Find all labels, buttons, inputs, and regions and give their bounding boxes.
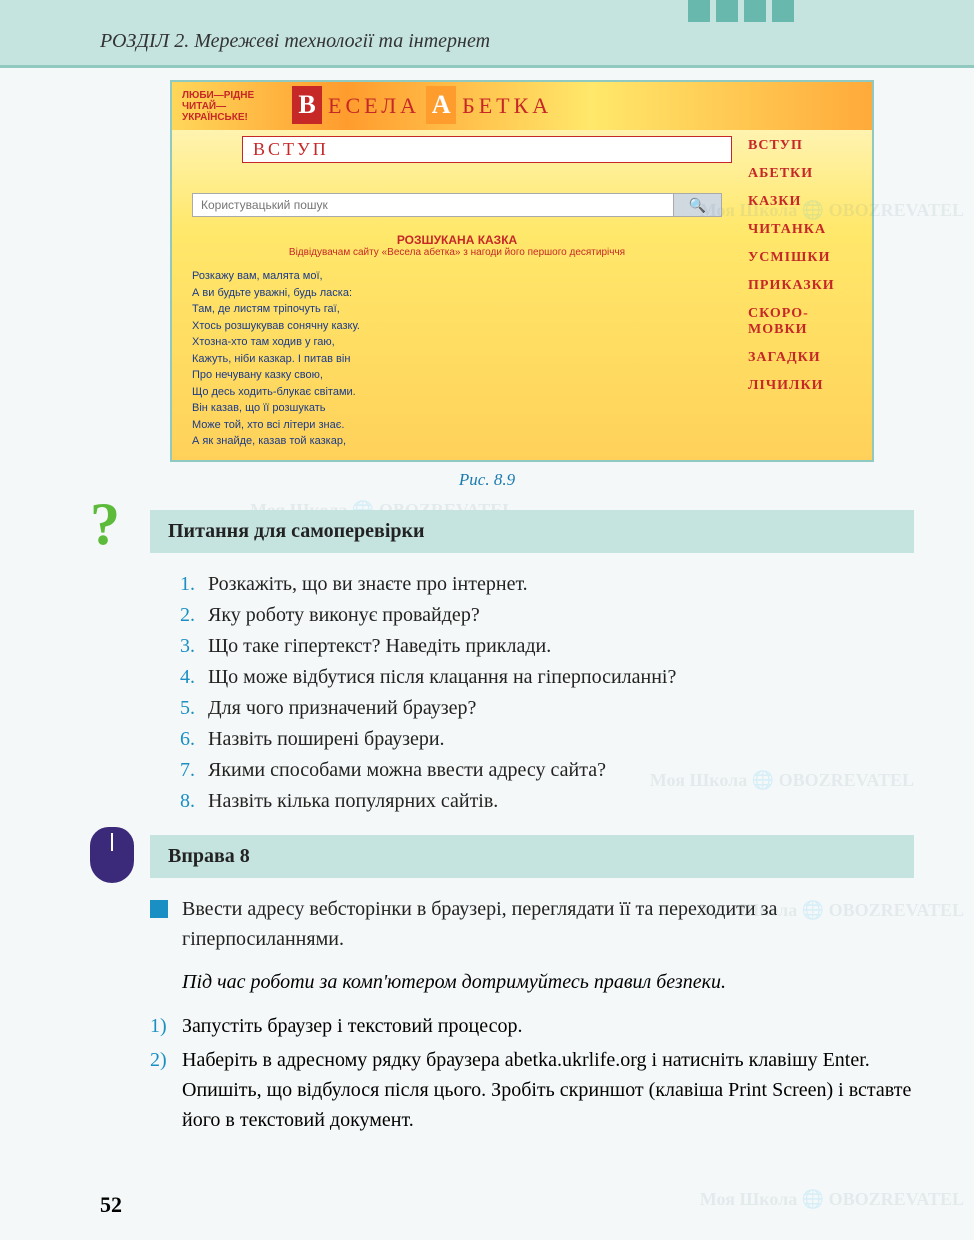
- question-item: 1.Розкажіть, що ви знаєте про інтернет.: [180, 569, 914, 600]
- poem-line: Може той, хто всі літери знає.: [192, 417, 732, 434]
- poem-line: Про нечувану казку свою,: [192, 367, 732, 384]
- search-box: 🔍: [192, 193, 722, 217]
- sidebar-link[interactable]: ПРИКАЗКИ: [748, 278, 866, 294]
- exercise-section: Вправа 8 Ввести адресу вебсторінки в бра…: [150, 835, 914, 1135]
- question-number: 2.: [180, 600, 208, 631]
- question-mark-icon: ?: [90, 490, 120, 559]
- question-item: 6.Назвіть поширені браузери.: [180, 724, 914, 755]
- question-text: Для чого призначений браузер?: [208, 693, 476, 724]
- question-text: Що таке гіпертекст? Наведіть приклади.: [208, 631, 551, 662]
- safety-note: Під час роботи за комп'ютером дотримуйте…: [150, 968, 914, 997]
- screenshot-sidebar: ВСТУП АБЕТКИ КАЗКИ ЧИТАНКА УСМІШКИ ПРИКАЗКИ СК…: [742, 130, 872, 460]
- story-title: РОЗШУКАНА КАЗКА: [182, 233, 732, 247]
- question-text: Назвіть кілька популярних сайтів.: [208, 786, 498, 817]
- story-subtitle: Відвідувачам сайту «Весела абетка» з наг…: [182, 247, 732, 258]
- poem-text: Розкажу вам, малята мої,А ви будьте уваж…: [182, 268, 732, 450]
- question-text: Розкажіть, що ви знаєте про інтернет.: [208, 569, 528, 600]
- question-text: Що може відбутися після клацання на гіпе…: [208, 662, 676, 693]
- question-number: 1.: [180, 569, 208, 600]
- poem-line: Що десь ходить-блукає світами.: [192, 384, 732, 401]
- question-text: Якими способами можна ввести адресу сайт…: [208, 755, 606, 786]
- chapter-title: РОЗДІЛ 2. Мережеві технології та інтерне…: [100, 30, 490, 52]
- step-item: 2)Наберіть в адресному рядку браузера ab…: [150, 1045, 914, 1135]
- question-number: 7.: [180, 755, 208, 786]
- question-item: 8.Назвіть кілька популярних сайтів.: [180, 786, 914, 817]
- question-number: 6.: [180, 724, 208, 755]
- screenshot-banner: ЛЮБИ—РІДНЕ ЧИТАЙ— УКРАЇНСЬКЕ! В ЕСЕЛА А …: [172, 82, 872, 130]
- question-number: 3.: [180, 631, 208, 662]
- sidebar-link[interactable]: ЗАГАДКИ: [748, 350, 866, 366]
- question-item: 2.Яку роботу виконує провайдер?: [180, 600, 914, 631]
- question-number: 4.: [180, 662, 208, 693]
- poem-line: А ви будьте уважні, будь ласка:: [192, 285, 732, 302]
- step-number: 2): [150, 1045, 182, 1135]
- banner-slogan: ЛЮБИ—РІДНЕ ЧИТАЙ— УКРАЇНСЬКЕ!: [182, 90, 254, 123]
- poem-line: Кажуть, ніби казкар. І питав він: [192, 351, 732, 368]
- sidebar-link[interactable]: ВСТУП: [748, 138, 866, 154]
- page-heading: ВСТУП: [242, 136, 732, 163]
- poem-line: А як знайде, казав той казкар,: [192, 433, 732, 450]
- figure-caption: Рис. 8.9: [0, 470, 974, 490]
- questions-title: Питання для самоперевірки: [150, 510, 914, 553]
- chapter-header: РОЗДІЛ 2. Мережеві технології та інтерне…: [0, 0, 974, 68]
- sidebar-link[interactable]: УСМІШКИ: [748, 250, 866, 266]
- step-text: Запустіть браузер і текстовий процесор.: [182, 1011, 522, 1041]
- sidebar-link[interactable]: КАЗКИ: [748, 194, 866, 210]
- bullet-square-icon: [150, 900, 168, 918]
- questions-list: 1.Розкажіть, що ви знаєте про інтернет.2…: [150, 569, 914, 817]
- search-input[interactable]: [192, 193, 674, 217]
- step-item: 1)Запустіть браузер і текстовий процесор…: [150, 1011, 914, 1041]
- question-number: 8.: [180, 786, 208, 817]
- exercise-intro: Ввести адресу вебсторінки в браузері, пе…: [150, 894, 914, 954]
- poem-line: Там, де листям тріпочуть гаї,: [192, 301, 732, 318]
- question-item: 5.Для чого призначений браузер?: [180, 693, 914, 724]
- sidebar-link[interactable]: ЧИТАНКА: [748, 222, 866, 238]
- questions-section: ? Питання для самоперевірки 1.Розкажіть,…: [150, 510, 914, 817]
- question-text: Яку роботу виконує провайдер?: [208, 600, 480, 631]
- title-word: БЕТКА: [458, 93, 556, 119]
- poem-line: Хтозна-хто там ходив у гаю,: [192, 334, 732, 351]
- site-title: В ЕСЕЛА А БЕТКА: [292, 86, 556, 124]
- question-text: Назвіть поширені браузери.: [208, 724, 445, 755]
- question-item: 7.Якими способами можна ввести адресу са…: [180, 755, 914, 786]
- question-number: 5.: [180, 693, 208, 724]
- exercise-title: Вправа 8: [150, 835, 914, 878]
- sidebar-link[interactable]: СКОРО- МОВКИ: [748, 306, 866, 338]
- poem-line: Розкажу вам, малята мої,: [192, 268, 732, 285]
- poem-line: Хтось розшукував сонячну казку.: [192, 318, 732, 335]
- poem-line: Він казав, що її розшукать: [192, 400, 732, 417]
- watermark: Моя Школа 🌐 OBOZREVATEL: [700, 1189, 964, 1210]
- exercise-intro-text: Ввести адресу вебсторінки в браузері, пе…: [182, 894, 914, 954]
- decorative-squares: [688, 0, 794, 22]
- step-text: Наберіть в адресному рядку браузера abet…: [182, 1045, 914, 1135]
- title-word: ЕСЕЛА: [324, 93, 424, 119]
- question-item: 4.Що може відбутися після клацання на гі…: [180, 662, 914, 693]
- search-button[interactable]: 🔍: [674, 193, 722, 217]
- title-letter: А: [426, 86, 456, 124]
- mouse-icon: [90, 827, 134, 883]
- page-number: 52: [100, 1192, 122, 1218]
- sidebar-link[interactable]: ЛІЧИЛКИ: [748, 378, 866, 394]
- step-number: 1): [150, 1011, 182, 1041]
- website-screenshot: ЛЮБИ—РІДНЕ ЧИТАЙ— УКРАЇНСЬКЕ! В ЕСЕЛА А …: [170, 80, 874, 462]
- exercise-steps: 1)Запустіть браузер і текстовий процесор…: [150, 1011, 914, 1135]
- question-item: 3.Що таке гіпертекст? Наведіть приклади.: [180, 631, 914, 662]
- sidebar-link[interactable]: АБЕТКИ: [748, 166, 866, 182]
- title-letter: В: [292, 86, 322, 124]
